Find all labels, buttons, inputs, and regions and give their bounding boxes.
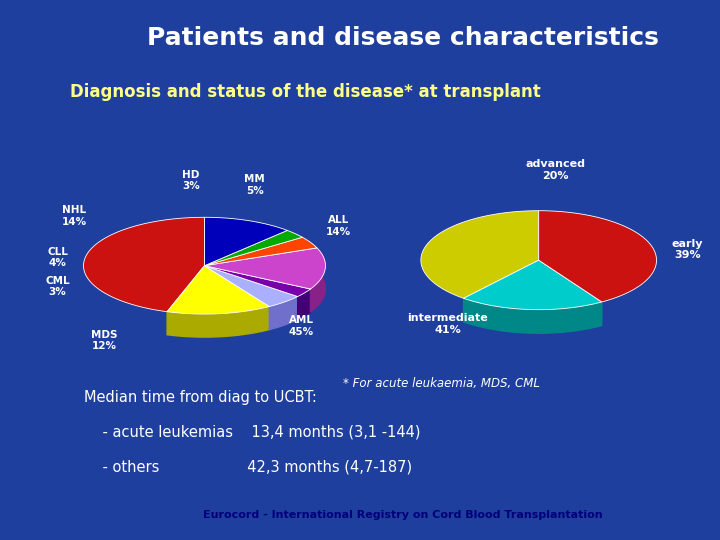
Polygon shape [464, 260, 602, 309]
Text: NHL
14%: NHL 14% [62, 205, 86, 227]
Text: ALL
14%: ALL 14% [325, 215, 351, 237]
Text: Diagnosis and status of the disease* at transplant: Diagnosis and status of the disease* at … [70, 83, 541, 101]
Polygon shape [297, 289, 310, 320]
Text: Eurocord - International Registry on Cord Blood Transplantation: Eurocord - International Registry on Cor… [203, 510, 603, 521]
Text: AML
45%: AML 45% [289, 315, 314, 336]
Text: intermediate
41%: intermediate 41% [408, 313, 488, 335]
Polygon shape [204, 266, 297, 307]
Polygon shape [204, 217, 287, 266]
Polygon shape [464, 298, 602, 333]
Polygon shape [167, 266, 269, 314]
Text: Median time from diag to UCBT:: Median time from diag to UCBT: [84, 390, 316, 404]
Text: - others                   42,3 months (4,7-187): - others 42,3 months (4,7-187) [84, 460, 412, 475]
Text: MM
5%: MM 5% [244, 174, 265, 195]
Polygon shape [204, 266, 310, 296]
Text: Patients and disease characteristics: Patients and disease characteristics [148, 26, 659, 50]
Polygon shape [204, 231, 302, 266]
Text: CML
3%: CML 3% [45, 275, 70, 297]
Text: - acute leukemias    13,4 months (3,1 -144): - acute leukemias 13,4 months (3,1 -144) [84, 424, 420, 440]
Text: ec
eurocord: ec eurocord [22, 27, 65, 49]
Polygon shape [539, 211, 657, 302]
Polygon shape [204, 237, 317, 266]
Polygon shape [167, 307, 269, 337]
Polygon shape [310, 248, 325, 312]
Text: * For acute leukaemia, MDS, CML: * For acute leukaemia, MDS, CML [343, 377, 540, 390]
Text: advanced
20%: advanced 20% [525, 159, 585, 181]
Polygon shape [204, 248, 325, 289]
Polygon shape [421, 211, 539, 298]
Text: MDS
12%: MDS 12% [91, 329, 117, 351]
Text: HD
3%: HD 3% [182, 170, 200, 192]
Text: early
39%: early 39% [671, 239, 703, 260]
Polygon shape [84, 217, 204, 312]
Polygon shape [269, 296, 297, 329]
Text: CLL
4%: CLL 4% [47, 247, 68, 268]
